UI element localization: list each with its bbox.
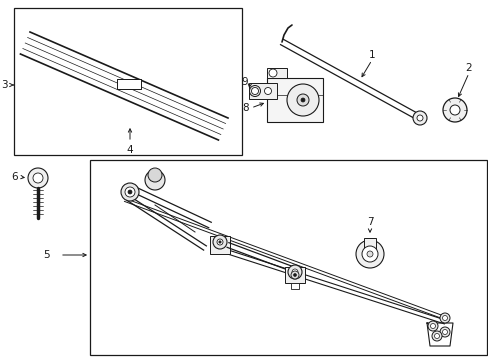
Circle shape [439, 313, 449, 323]
Circle shape [217, 239, 223, 245]
Circle shape [251, 87, 258, 94]
Circle shape [218, 241, 221, 243]
Text: 9: 9 [241, 77, 247, 87]
Text: 5: 5 [43, 250, 50, 260]
Bar [266, 68, 286, 78]
Circle shape [429, 324, 435, 328]
Circle shape [286, 84, 318, 116]
Circle shape [290, 271, 298, 279]
Circle shape [213, 235, 226, 249]
Circle shape [296, 94, 308, 106]
Circle shape [33, 173, 43, 183]
Circle shape [264, 87, 271, 94]
Text: 4: 4 [126, 145, 133, 155]
Bar [209, 236, 229, 254]
Bar [117, 79, 141, 89]
Text: 8: 8 [242, 103, 248, 113]
Circle shape [416, 115, 422, 121]
Circle shape [145, 170, 164, 190]
Text: 6: 6 [11, 172, 18, 182]
Circle shape [121, 183, 139, 201]
Circle shape [28, 168, 48, 188]
Circle shape [287, 265, 302, 279]
Circle shape [449, 105, 459, 115]
Circle shape [442, 329, 447, 334]
Bar [90, 160, 486, 355]
Text: 3: 3 [1, 80, 8, 90]
Circle shape [293, 274, 296, 276]
Circle shape [431, 331, 441, 341]
Circle shape [301, 98, 305, 102]
Circle shape [291, 269, 297, 275]
Circle shape [366, 251, 372, 257]
Circle shape [442, 315, 447, 320]
Circle shape [361, 246, 377, 262]
Bar [14, 8, 242, 155]
Circle shape [355, 240, 383, 268]
Bar [363, 238, 375, 252]
Bar [290, 283, 298, 289]
Circle shape [442, 98, 466, 122]
Circle shape [427, 321, 437, 331]
Text: 1: 1 [368, 50, 375, 60]
Text: 2: 2 [465, 63, 471, 73]
Bar [285, 267, 305, 283]
Text: 7: 7 [366, 217, 372, 227]
Circle shape [439, 327, 449, 337]
Circle shape [249, 85, 260, 96]
Circle shape [412, 111, 426, 125]
Bar [266, 78, 323, 122]
Circle shape [128, 190, 132, 194]
Circle shape [434, 333, 439, 338]
Circle shape [268, 69, 276, 77]
Bar [248, 83, 276, 99]
Circle shape [125, 187, 135, 197]
Circle shape [148, 168, 162, 182]
